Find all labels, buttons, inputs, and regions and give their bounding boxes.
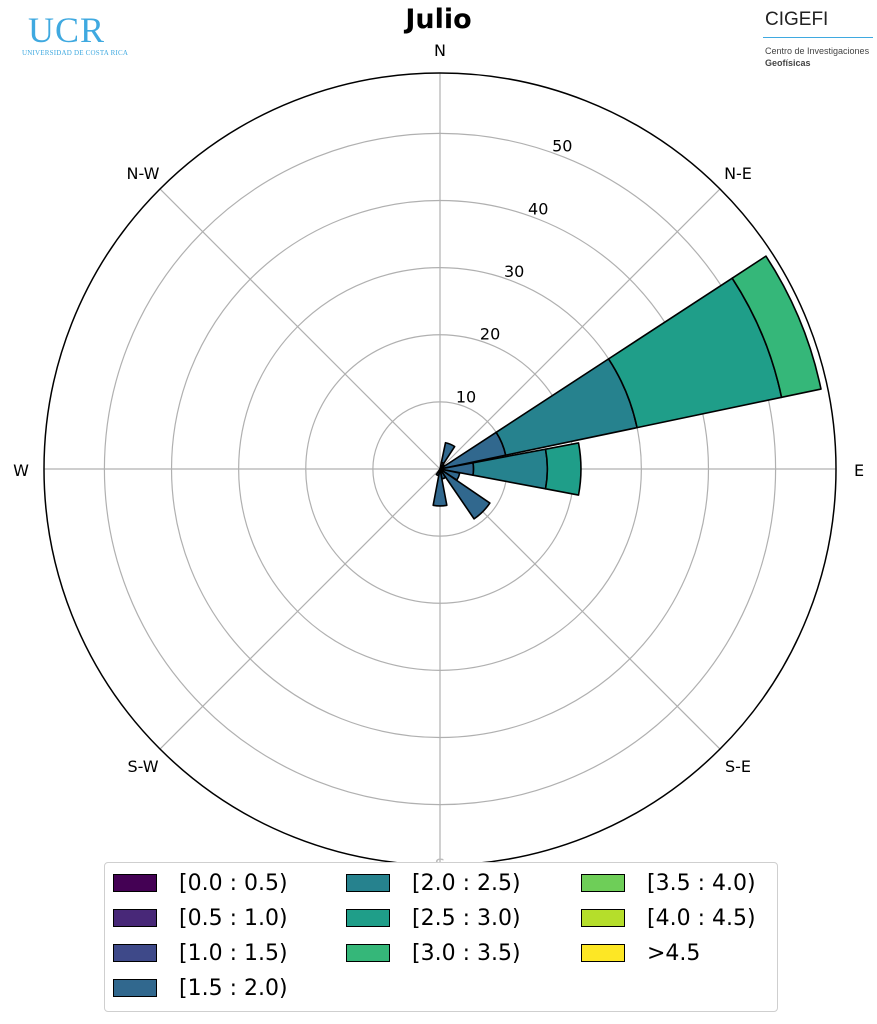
chart-title: Julio xyxy=(405,4,472,35)
legend-swatch xyxy=(581,909,625,927)
wind-bar xyxy=(439,468,491,520)
cigefi-logo-line2: Geofísicas xyxy=(765,58,811,68)
chart-legend: [0.0 : 0.5) [0.5 : 1.0) [1.0 : 1.5) [1.5 : … xyxy=(104,862,778,1012)
legend-swatch xyxy=(113,909,157,927)
direction-label: W xyxy=(13,461,29,480)
direction-label: N-E xyxy=(724,164,752,183)
cigefi-logo-line1: Centro de Investigaciones xyxy=(765,46,870,56)
cigefi-logo-rule xyxy=(763,37,873,38)
legend-swatch xyxy=(346,909,390,927)
direction-label: S-E xyxy=(725,757,751,776)
ucr-logo: UCR UNIVERSIDAD DE COSTA RICA xyxy=(22,8,128,58)
legend-swatch xyxy=(346,944,390,962)
direction-label: S-W xyxy=(127,757,158,776)
cigefi-logo: CIGEFI Centro de Investigaciones Geofísi… xyxy=(763,6,875,68)
legend-item: [3.5 : 4.0) xyxy=(581,869,756,897)
legend-swatch xyxy=(113,944,157,962)
radial-tick-label: 30 xyxy=(504,262,524,281)
direction-label: N xyxy=(434,41,446,60)
ucr-logo-text: UCR xyxy=(28,10,106,50)
wind-bar xyxy=(544,442,582,496)
wind-bar xyxy=(731,255,822,399)
legend-label: [3.0 : 3.5) xyxy=(412,940,521,966)
legend-swatch xyxy=(113,979,157,997)
direction-label: E xyxy=(854,461,864,480)
grid-spoke xyxy=(439,468,721,750)
legend-swatch xyxy=(581,944,625,962)
wind-bar xyxy=(432,468,448,507)
legend-swatch xyxy=(113,874,157,892)
legend-label: [4.0 : 4.5) xyxy=(647,905,756,931)
legend-label: >4.5 xyxy=(647,940,701,966)
legend-item: [0.5 : 1.0) xyxy=(113,904,288,932)
grid-spoke xyxy=(439,188,721,470)
legend-item: [4.0 : 4.5) xyxy=(581,904,756,932)
legend-item: [2.0 : 2.5) xyxy=(346,869,521,897)
legend-item: [0.0 : 0.5) xyxy=(113,869,288,897)
radial-tick-label: 40 xyxy=(528,199,548,218)
legend-label: [0.0 : 0.5) xyxy=(179,870,288,896)
legend-item: [2.5 : 3.0) xyxy=(346,904,521,932)
legend-swatch xyxy=(346,874,390,892)
legend-label: [1.5 : 2.0) xyxy=(179,975,288,1001)
wind-bar xyxy=(495,358,638,457)
legend-item: [3.0 : 3.5) xyxy=(346,939,521,967)
legend-label: [2.0 : 2.5) xyxy=(412,870,521,896)
legend-label: [1.0 : 1.5) xyxy=(179,940,288,966)
wind-bar xyxy=(440,441,456,465)
direction-label: N-W xyxy=(127,164,160,183)
radial-tick-label: 10 xyxy=(456,387,476,406)
grid-spoke xyxy=(159,188,441,470)
legend-swatch xyxy=(581,874,625,892)
legend-label: [3.5 : 4.0) xyxy=(647,870,756,896)
legend-item: [1.0 : 1.5) xyxy=(113,939,288,967)
cigefi-logo-text: CIGEFI xyxy=(765,9,829,30)
legend-label: [0.5 : 1.0) xyxy=(179,905,288,931)
wind-bar xyxy=(435,468,441,477)
grid-spoke xyxy=(159,468,441,750)
radial-tick-label: 50 xyxy=(552,137,572,156)
radial-tick-label: 20 xyxy=(480,325,500,344)
ucr-logo-subtitle: UNIVERSIDAD DE COSTA RICA xyxy=(22,49,129,57)
legend-label: [2.5 : 3.0) xyxy=(412,905,521,931)
legend-item: >4.5 xyxy=(581,939,700,967)
legend-item: [1.5 : 2.0) xyxy=(113,974,288,1002)
